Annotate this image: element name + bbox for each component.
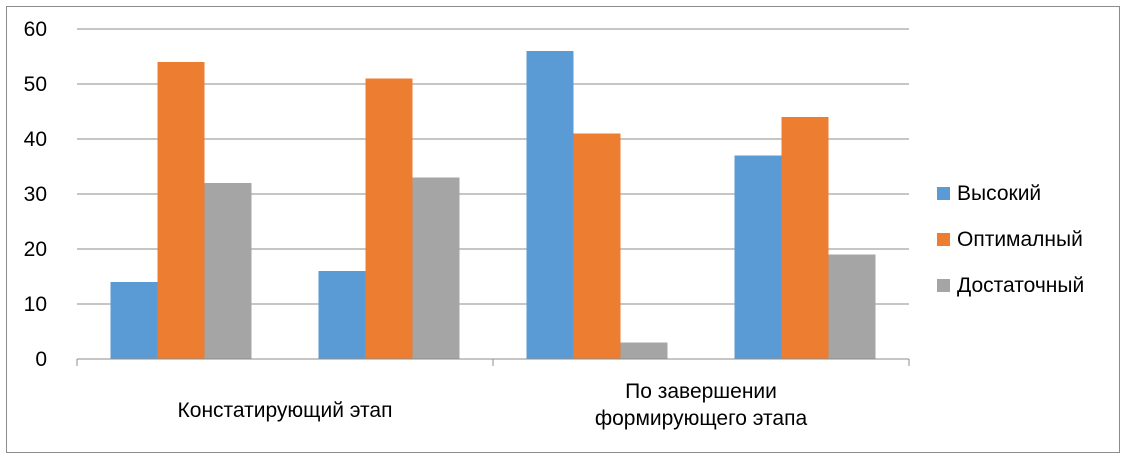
legend-swatch — [937, 233, 950, 246]
y-tick-label: 60 — [24, 18, 47, 41]
legend: Высокий Оптималный Достаточный — [937, 182, 1084, 297]
bar — [318, 271, 366, 359]
bar — [412, 177, 460, 359]
y-tick-label: 50 — [24, 73, 47, 96]
legend-label: Оптималный — [957, 228, 1083, 251]
bar — [828, 254, 876, 359]
bar — [157, 62, 205, 359]
category-label: Констатирующий этап — [178, 399, 393, 422]
legend-item: Достаточный — [937, 274, 1084, 297]
y-tick-label: 20 — [24, 238, 47, 261]
legend-swatch — [937, 279, 950, 292]
legend-label: Достаточный — [957, 274, 1084, 297]
category-labels: Констатирующий этап По завершении формирую… — [178, 380, 808, 430]
bar — [781, 117, 829, 359]
bar — [110, 282, 158, 359]
bar — [734, 155, 782, 359]
bar — [526, 51, 574, 359]
bar — [365, 78, 413, 359]
legend-item: Высокий — [937, 182, 1041, 205]
y-tick-label: 10 — [24, 293, 47, 316]
legend-item: Оптималный — [937, 228, 1083, 251]
bar — [620, 342, 668, 359]
y-tick-label: 0 — [35, 348, 47, 371]
y-tick-label: 30 — [24, 183, 47, 206]
legend-swatch — [937, 187, 950, 200]
legend-label: Высокий — [957, 182, 1041, 205]
y-tick-label: 40 — [24, 128, 47, 151]
bars — [110, 51, 876, 359]
bar — [204, 183, 252, 359]
category-label: По завершении формирующего этапа — [595, 380, 808, 430]
y-axis-tick-labels: 0 10 20 30 40 50 60 — [24, 18, 47, 371]
bar — [573, 133, 621, 359]
x-axis — [76, 358, 910, 366]
